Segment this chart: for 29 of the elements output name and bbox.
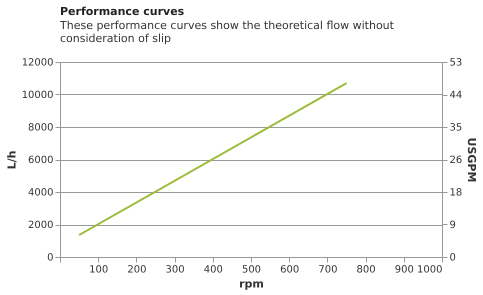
y-tick-label: 0 (47, 252, 54, 264)
x-tick-label: 900 (394, 264, 414, 276)
y-tick-label: 2000 (28, 220, 54, 231)
y2-tick-label: 26 (450, 155, 462, 166)
x-tick-label: 300 (166, 264, 185, 276)
y-tick-label: 4000 (28, 188, 54, 198)
y2-tick-label: 9 (450, 220, 456, 231)
y-tick-label: 12000 (22, 58, 54, 68)
y2-tick-label: 44 (450, 90, 462, 102)
x-tick-label: 100 (89, 264, 108, 276)
x-tick-label: 1000 (417, 264, 442, 276)
chart-subtitle: These performance curves show the theoretical flow without consideration of slip (59, 19, 395, 45)
y2-tick-label: 0 (450, 252, 456, 264)
y-axis-title: L/h (6, 150, 19, 170)
y2-axis-title: USGPM (465, 138, 478, 182)
y-tick-label: 10000 (22, 90, 54, 101)
y2-tick-label: 53 (450, 58, 462, 68)
x-axis-title: rpm (239, 278, 264, 290)
x-tick-label: 600 (280, 264, 300, 276)
x-tick-label: 200 (127, 264, 146, 276)
y-tick-label: 6000 (28, 155, 54, 166)
y-tick-label: 8000 (28, 122, 54, 134)
x-tick-label: 400 (204, 264, 223, 276)
chart-title: Performance curves (60, 5, 185, 18)
y2-tick-label: 35 (450, 122, 462, 134)
x-tick-label: 500 (242, 264, 262, 276)
y2-tick-label: 18 (450, 188, 462, 199)
x-tick-label: 800 (356, 264, 376, 276)
x-tick-label: 700 (318, 264, 338, 276)
